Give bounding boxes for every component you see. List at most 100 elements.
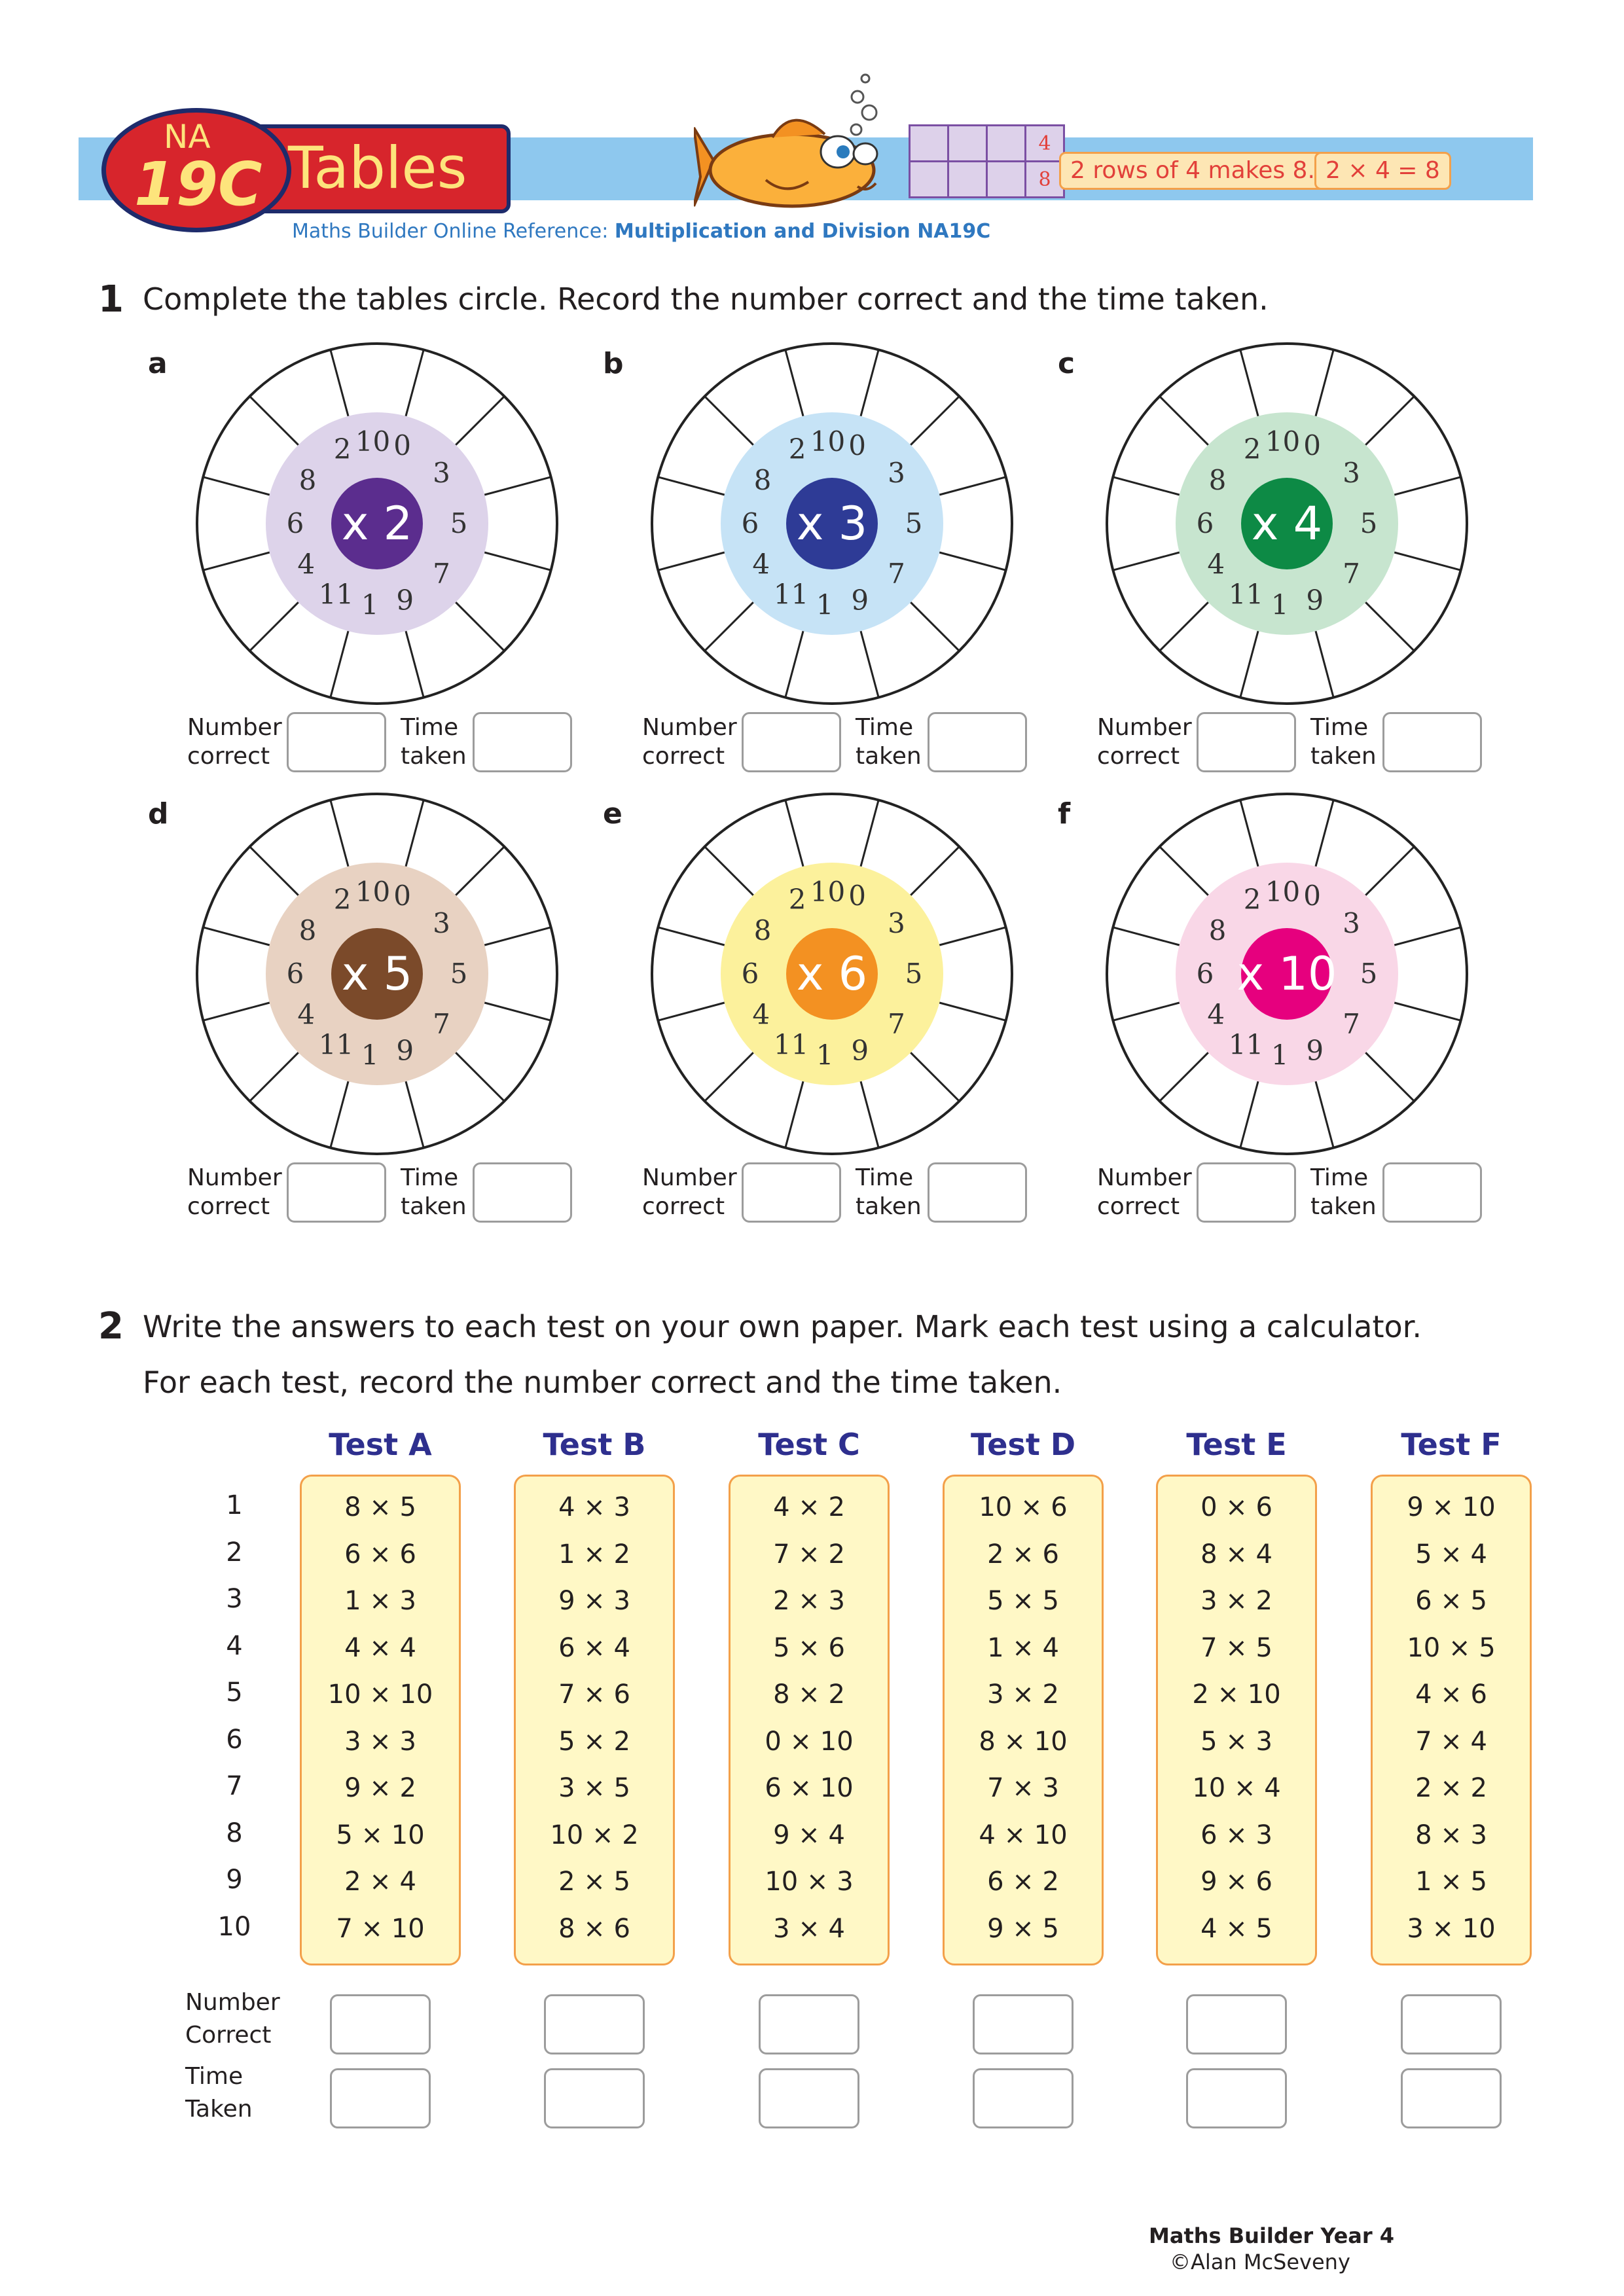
circle-digit: 7 — [888, 1008, 905, 1040]
time-taken-label: Time taken — [1310, 1164, 1377, 1220]
test-item: 8 × 5 — [344, 1492, 416, 1522]
circle-digit: 2 — [789, 884, 806, 916]
time-taken-box[interactable] — [1382, 1162, 1482, 1223]
row-number: 4 — [226, 1630, 243, 1661]
row-number: 7 — [226, 1771, 243, 1801]
circle-digit: 2 — [1244, 884, 1261, 916]
test-item: 10 × 10 — [327, 1679, 433, 1710]
number-correct-box[interactable] — [1401, 1994, 1502, 2054]
number-correct-box[interactable] — [973, 1994, 1074, 2054]
circle-digit: 8 — [299, 464, 317, 496]
time-taken-box[interactable] — [928, 1162, 1027, 1223]
test-item: 2 × 5 — [558, 1867, 630, 1897]
time-taken-label: Time taken — [856, 1164, 922, 1220]
test-heading: Test C — [758, 1427, 860, 1462]
circle-digit: 3 — [888, 457, 905, 489]
test-item: 1 × 3 — [344, 1586, 416, 1616]
test-column: 4 × 3 1 × 2 9 × 3 6 × 4 7 × 6 5 × 2 3 × 5 10 × … — [514, 1475, 675, 1965]
number-correct-box[interactable] — [544, 1994, 645, 2054]
time-taken-box[interactable] — [928, 712, 1027, 772]
number-correct-box[interactable] — [742, 1162, 841, 1223]
circle-digit: 7 — [433, 1008, 450, 1040]
circle-digit: 11 — [774, 1028, 808, 1060]
test-item: 5 × 4 — [1415, 1539, 1487, 1570]
circle-digit: 8 — [299, 914, 317, 946]
number-correct-box[interactable] — [1197, 712, 1296, 772]
circle-digit: 11 — [319, 1028, 353, 1060]
test-item: 6 × 2 — [987, 1867, 1059, 1897]
row-number: 10 — [217, 1911, 251, 1942]
question-2-text-line2: For each test, record the number correct… — [143, 1365, 1062, 1400]
circle-multiplier: x 10 — [1237, 947, 1337, 1001]
test-item: 1 × 5 — [1415, 1867, 1487, 1897]
number-correct-box[interactable] — [1197, 1162, 1296, 1223]
circle-digit: 4 — [752, 999, 770, 1031]
time-taken-box[interactable] — [473, 712, 572, 772]
circle-digit: 5 — [1360, 958, 1378, 990]
sub-question-letter: e — [603, 797, 623, 831]
page-title: Tables — [288, 134, 467, 202]
number-correct-label: Number correct — [187, 714, 282, 770]
circle-digit: 1 — [361, 1039, 379, 1071]
time-taken-box[interactable] — [973, 2068, 1074, 2128]
circle-digit: 5 — [450, 958, 468, 990]
question-1-number: 1 — [98, 278, 124, 321]
test-item: 9 × 5 — [987, 1913, 1059, 1944]
test-item: 2 × 10 — [1192, 1679, 1281, 1710]
time-taken-box[interactable] — [1401, 2068, 1502, 2128]
number-correct-label: Number correct — [642, 714, 737, 770]
circle-digit: 1 — [1271, 589, 1289, 621]
circle-digit: 10 — [810, 876, 845, 908]
time-taken-box[interactable] — [473, 1162, 572, 1223]
circle-digit: 6 — [742, 507, 759, 539]
test-item: 9 × 2 — [344, 1773, 416, 1803]
circle-digit: 0 — [1303, 880, 1321, 912]
circle-digit: 4 — [1207, 999, 1225, 1031]
test-item: 3 × 10 — [1407, 1913, 1496, 1944]
circle-digit: 5 — [905, 958, 923, 990]
circle-digit: 10 — [810, 425, 845, 457]
lesson-badge — [101, 108, 291, 232]
number-correct-box[interactable] — [330, 1994, 431, 2054]
circle-digit: 3 — [1343, 457, 1360, 489]
test-item: 3 × 5 — [558, 1773, 630, 1803]
time-taken-box[interactable] — [544, 2068, 645, 2128]
number-correct-box[interactable] — [287, 1162, 386, 1223]
test-item: 8 × 4 — [1200, 1539, 1272, 1570]
number-correct-label: Number Correct — [185, 1989, 280, 2049]
time-taken-label: Time taken — [1310, 714, 1377, 770]
badge-strand: NA — [164, 118, 211, 156]
time-taken-box[interactable] — [330, 2068, 431, 2128]
circle-digit: 8 — [754, 464, 772, 496]
test-item: 3 × 2 — [1200, 1586, 1272, 1616]
test-item: 5 × 3 — [1200, 1726, 1272, 1757]
circle-digit: 8 — [1209, 914, 1227, 946]
test-item: 2 × 6 — [987, 1539, 1059, 1570]
test-item: 2 × 4 — [344, 1867, 416, 1897]
time-taken-box[interactable] — [1382, 712, 1482, 772]
online-reference: Maths Builder Online Reference: Multipli… — [292, 220, 991, 243]
circle-multiplier: x 3 — [797, 497, 867, 550]
circle-digit: 6 — [742, 958, 759, 990]
circle-digit: 6 — [1197, 507, 1214, 539]
test-item: 4 × 10 — [979, 1820, 1068, 1850]
test-heading: Test B — [543, 1427, 646, 1462]
test-heading: Test E — [1186, 1427, 1287, 1462]
circle-digit: 5 — [905, 507, 923, 539]
test-item: 5 × 2 — [558, 1726, 630, 1757]
number-correct-box[interactable] — [742, 712, 841, 772]
number-correct-box[interactable] — [759, 1994, 859, 2054]
number-correct-box[interactable] — [287, 712, 386, 772]
test-column: 0 × 6 8 × 4 3 × 2 7 × 5 2 × 10 5 × 3 10 × 4 6 ×… — [1156, 1475, 1317, 1965]
circle-digit: 7 — [1343, 1008, 1360, 1040]
circle-digit: 7 — [1343, 558, 1360, 590]
number-correct-box[interactable] — [1186, 1994, 1287, 2054]
circle-digit: 11 — [1229, 1028, 1263, 1060]
circle-digit: 1 — [816, 589, 834, 621]
test-item: 10 × 6 — [979, 1492, 1068, 1522]
time-taken-box[interactable] — [1186, 2068, 1287, 2128]
circle-digit: 9 — [1306, 1034, 1324, 1066]
time-taken-box[interactable] — [759, 2068, 859, 2128]
